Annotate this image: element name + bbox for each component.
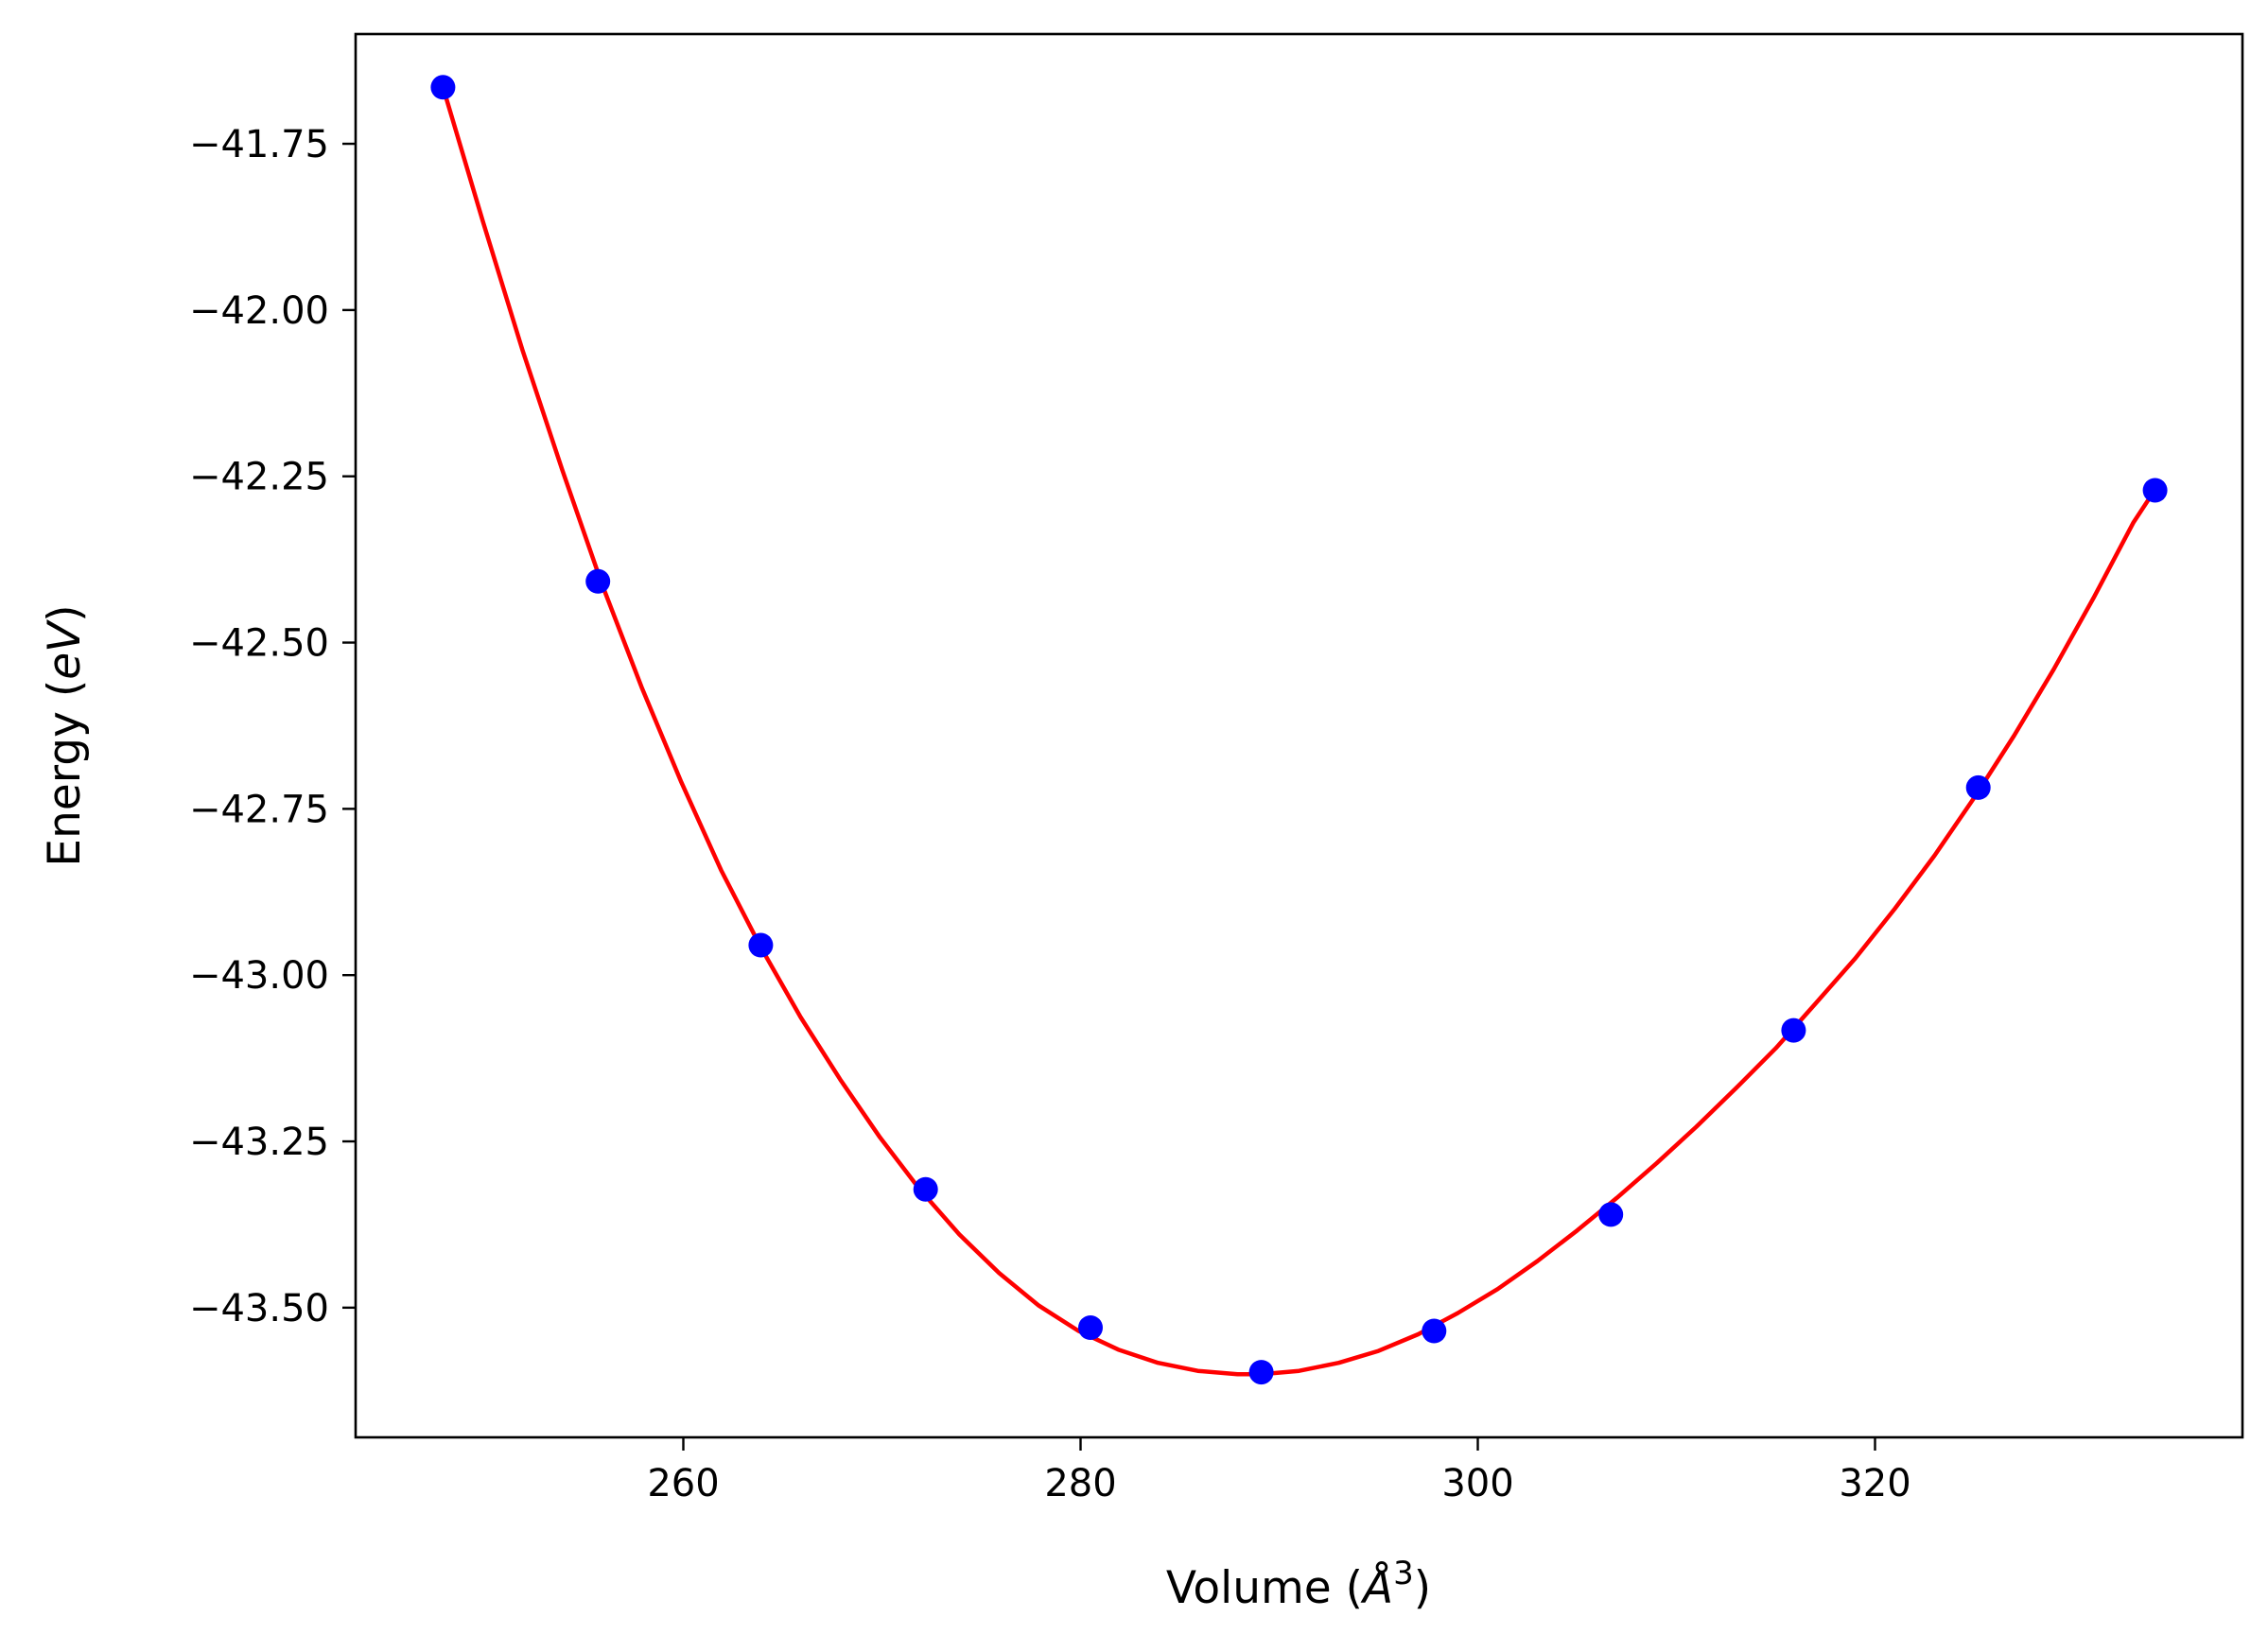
- x-axis-label-pre: Volume (: [1166, 1562, 1363, 1614]
- data-point-4: [1078, 1315, 1103, 1340]
- y-tick-label: −42.75: [189, 788, 329, 831]
- x-axis: 260 280 300 320: [647, 1437, 1911, 1505]
- data-point-1: [585, 568, 611, 594]
- data-point-9: [1965, 774, 1991, 800]
- x-tick-label: 320: [1839, 1462, 1910, 1505]
- y-tick-label: −41.75: [189, 123, 329, 166]
- data-point-8: [1781, 1017, 1806, 1043]
- y-tick-label: −43.25: [189, 1121, 329, 1164]
- y-axis-label-pre: Energy (: [39, 680, 91, 867]
- data-point-5: [1248, 1360, 1274, 1385]
- y-tick-label: −43.00: [189, 954, 329, 998]
- y-axis-label: Energy (eV): [39, 604, 91, 866]
- y-axis-label-post: ): [39, 604, 91, 621]
- data-point-10: [2142, 478, 2168, 503]
- data-point-0: [430, 75, 456, 100]
- data-point-6: [1422, 1318, 1447, 1344]
- x-axis-label: Volume (Å3): [1166, 1555, 1431, 1614]
- x-tick-label: 280: [1044, 1462, 1116, 1505]
- y-tick-label: −42.25: [189, 456, 329, 499]
- data-point-2: [748, 932, 774, 958]
- x-axis-label-symbol: Å: [1360, 1562, 1393, 1614]
- y-axis-label-italic: eV: [39, 619, 91, 680]
- x-axis-label-post: ): [1414, 1562, 1431, 1614]
- axes-frame: [354, 32, 2244, 1439]
- x-axis-label-superscript: 3: [1393, 1555, 1414, 1592]
- x-tick-label: 260: [647, 1462, 719, 1505]
- y-axis: −41.75 −42.00 −42.25 −42.50 −42.75 −43.00 −43.…: [189, 123, 356, 1330]
- data-point-3: [913, 1176, 938, 1202]
- x-tick-label: 300: [1441, 1462, 1513, 1505]
- plot-layer: [430, 75, 2168, 1385]
- y-tick-label: −42.00: [189, 289, 329, 333]
- y-tick-label: −43.50: [189, 1287, 329, 1330]
- fit-curve-line: [441, 86, 2157, 1377]
- y-tick-label: −42.50: [189, 622, 329, 666]
- data-point-7: [1598, 1202, 1624, 1227]
